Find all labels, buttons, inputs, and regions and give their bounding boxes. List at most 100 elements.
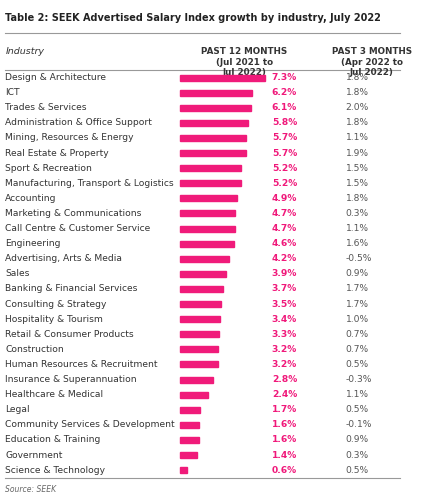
- Text: 0.9%: 0.9%: [346, 436, 369, 444]
- Text: 4.7%: 4.7%: [272, 209, 297, 218]
- Text: 1.8%: 1.8%: [346, 73, 369, 82]
- Text: 1.6%: 1.6%: [272, 420, 297, 430]
- Bar: [180, 422, 199, 428]
- Text: 1.1%: 1.1%: [346, 224, 369, 233]
- Text: 1.5%: 1.5%: [346, 164, 369, 172]
- Text: 3.9%: 3.9%: [272, 270, 297, 278]
- Text: -0.5%: -0.5%: [346, 254, 372, 264]
- Bar: [180, 180, 241, 186]
- Bar: [180, 301, 221, 307]
- Text: 0.5%: 0.5%: [346, 360, 369, 369]
- Bar: [180, 196, 237, 202]
- Text: 1.1%: 1.1%: [346, 390, 369, 399]
- Text: Construction: Construction: [5, 345, 64, 354]
- Bar: [180, 362, 217, 368]
- Text: 2.4%: 2.4%: [272, 390, 297, 399]
- Text: 3.2%: 3.2%: [272, 345, 297, 354]
- Text: PAST 12 MONTHS
(Jul 2021 to
Jul 2022): PAST 12 MONTHS (Jul 2021 to Jul 2022): [201, 47, 287, 77]
- Bar: [180, 316, 220, 322]
- Text: ICT: ICT: [5, 88, 20, 97]
- Text: Trades & Services: Trades & Services: [5, 104, 87, 112]
- Bar: [180, 256, 229, 262]
- Text: 3.5%: 3.5%: [272, 300, 297, 308]
- Text: 1.8%: 1.8%: [346, 88, 369, 97]
- Text: Industry: Industry: [5, 47, 44, 56]
- Text: 6.1%: 6.1%: [272, 104, 297, 112]
- Text: 4.9%: 4.9%: [272, 194, 297, 203]
- Text: 0.5%: 0.5%: [346, 466, 369, 474]
- Text: 5.7%: 5.7%: [272, 148, 297, 158]
- Bar: [180, 150, 247, 156]
- Text: Sales: Sales: [5, 270, 30, 278]
- Text: Table 2: SEEK Advertised Salary Index growth by industry, July 2022: Table 2: SEEK Advertised Salary Index gr…: [5, 13, 381, 23]
- Text: 1.7%: 1.7%: [346, 300, 369, 308]
- Text: Retail & Consumer Products: Retail & Consumer Products: [5, 330, 134, 339]
- Bar: [180, 90, 252, 96]
- Bar: [180, 271, 226, 277]
- Text: 3.3%: 3.3%: [272, 330, 297, 339]
- Text: 1.4%: 1.4%: [272, 450, 297, 460]
- Text: Human Resources & Recruitment: Human Resources & Recruitment: [5, 360, 158, 369]
- Bar: [180, 226, 235, 232]
- Text: Design & Architecture: Design & Architecture: [5, 73, 107, 82]
- Text: 1.0%: 1.0%: [346, 314, 369, 324]
- Bar: [180, 286, 223, 292]
- Text: 5.2%: 5.2%: [272, 179, 297, 188]
- Text: Call Centre & Customer Service: Call Centre & Customer Service: [5, 224, 151, 233]
- Text: 1.6%: 1.6%: [272, 436, 297, 444]
- Bar: [180, 135, 247, 141]
- Text: 0.3%: 0.3%: [346, 209, 369, 218]
- Text: -0.1%: -0.1%: [346, 420, 372, 430]
- Bar: [180, 437, 199, 443]
- Text: 1.7%: 1.7%: [272, 406, 297, 414]
- Text: Consulting & Strategy: Consulting & Strategy: [5, 300, 107, 308]
- Text: 3.4%: 3.4%: [272, 314, 297, 324]
- Text: Sport & Recreation: Sport & Recreation: [5, 164, 92, 172]
- Text: Community Services & Development: Community Services & Development: [5, 420, 175, 430]
- Bar: [180, 452, 197, 458]
- Text: -0.3%: -0.3%: [346, 375, 372, 384]
- Text: 0.9%: 0.9%: [346, 270, 369, 278]
- Text: 6.2%: 6.2%: [272, 88, 297, 97]
- Text: Legal: Legal: [5, 406, 30, 414]
- Text: 1.1%: 1.1%: [346, 134, 369, 142]
- Text: 4.6%: 4.6%: [272, 239, 297, 248]
- Text: 4.7%: 4.7%: [272, 224, 297, 233]
- Text: 0.5%: 0.5%: [346, 406, 369, 414]
- Text: Source: SEEK: Source: SEEK: [5, 484, 57, 494]
- Text: 1.6%: 1.6%: [346, 239, 369, 248]
- Text: 1.8%: 1.8%: [346, 194, 369, 203]
- Text: 3.2%: 3.2%: [272, 360, 297, 369]
- Bar: [180, 74, 265, 80]
- Text: 2.8%: 2.8%: [272, 375, 297, 384]
- Bar: [180, 240, 234, 246]
- Text: 1.7%: 1.7%: [346, 284, 369, 294]
- Text: 4.2%: 4.2%: [272, 254, 297, 264]
- Bar: [180, 376, 213, 382]
- Text: 0.3%: 0.3%: [346, 450, 369, 460]
- Bar: [180, 331, 219, 338]
- Text: 3.7%: 3.7%: [272, 284, 297, 294]
- Bar: [180, 104, 251, 111]
- Text: PAST 3 MONTHS
(Apr 2022 to
Jul 2022): PAST 3 MONTHS (Apr 2022 to Jul 2022): [332, 47, 412, 77]
- Bar: [180, 392, 208, 398]
- Text: 0.7%: 0.7%: [346, 345, 369, 354]
- Text: Accounting: Accounting: [5, 194, 57, 203]
- Text: Mining, Resources & Energy: Mining, Resources & Energy: [5, 134, 134, 142]
- Text: Hospitality & Tourism: Hospitality & Tourism: [5, 314, 103, 324]
- Text: 1.9%: 1.9%: [346, 148, 369, 158]
- Text: 1.8%: 1.8%: [346, 118, 369, 128]
- Text: Manufacturing, Transport & Logistics: Manufacturing, Transport & Logistics: [5, 179, 174, 188]
- Bar: [180, 165, 241, 171]
- Text: 1.5%: 1.5%: [346, 179, 369, 188]
- Text: Insurance & Superannuation: Insurance & Superannuation: [5, 375, 137, 384]
- Text: Marketing & Communications: Marketing & Communications: [5, 209, 142, 218]
- Bar: [180, 120, 248, 126]
- Text: 5.2%: 5.2%: [272, 164, 297, 172]
- Text: 7.3%: 7.3%: [272, 73, 297, 82]
- Text: 0.7%: 0.7%: [346, 330, 369, 339]
- Bar: [180, 407, 200, 413]
- Text: Healthcare & Medical: Healthcare & Medical: [5, 390, 103, 399]
- Text: Administration & Office Support: Administration & Office Support: [5, 118, 152, 128]
- Text: Banking & Financial Services: Banking & Financial Services: [5, 284, 138, 294]
